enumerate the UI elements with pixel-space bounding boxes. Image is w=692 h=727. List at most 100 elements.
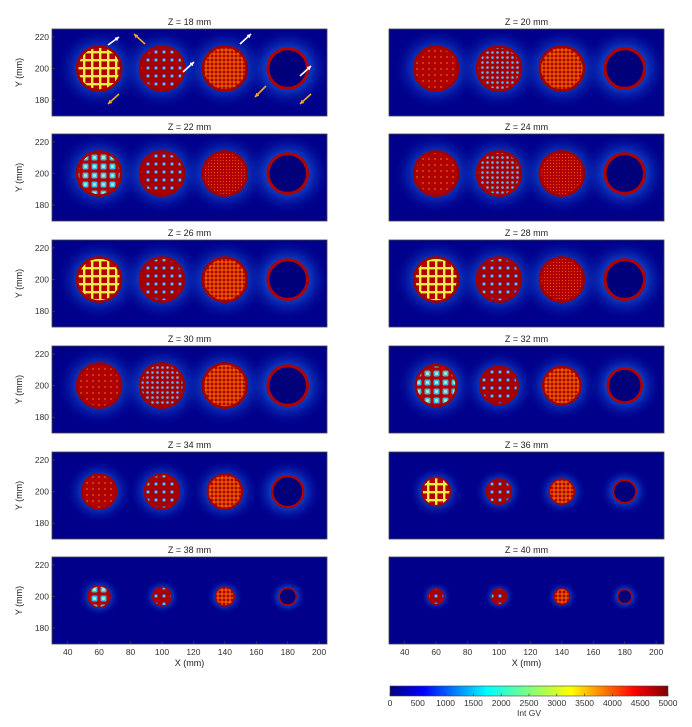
y-tick-label: 180 bbox=[35, 200, 49, 210]
sample-interior bbox=[266, 364, 309, 407]
x-tick-label: 100 bbox=[155, 647, 169, 657]
x-tick-label: 140 bbox=[555, 647, 569, 657]
panel-title: Z = 24 mm bbox=[505, 122, 548, 132]
y-tick-label: 220 bbox=[35, 243, 49, 253]
sample-ring bbox=[616, 588, 633, 605]
sample-wall bbox=[421, 476, 452, 507]
y-tick-label: 200 bbox=[35, 381, 49, 391]
panel-z-40: Z = 40 mm 40 60 80 100 120 140 160 180 200 X (mm) bbox=[388, 545, 665, 668]
sample-disk-holes-fine bbox=[140, 363, 184, 408]
sample-wall bbox=[427, 588, 445, 606]
colorbar-tick-label: 3500 bbox=[575, 698, 594, 708]
x-axis-label: X (mm) bbox=[512, 658, 542, 668]
panel-title: Z = 30 mm bbox=[168, 334, 211, 344]
sample-ring bbox=[266, 152, 310, 195]
sample-wall bbox=[541, 365, 582, 406]
x-tick-label: 120 bbox=[523, 647, 537, 657]
y-tick-label: 220 bbox=[35, 455, 49, 465]
sample-interior bbox=[612, 479, 637, 504]
sample-interior bbox=[266, 47, 309, 90]
y-tick-label: 220 bbox=[35, 560, 49, 570]
annotation-arrow bbox=[133, 33, 146, 45]
sample-wall bbox=[479, 365, 519, 406]
colorbar-tick-label: 4500 bbox=[631, 698, 650, 708]
sample-disk-holes-big bbox=[77, 151, 122, 196]
panel-title: Z = 34 mm bbox=[168, 440, 211, 450]
colorbar-tick-label: 5000 bbox=[659, 698, 678, 708]
axes-frame bbox=[388, 133, 665, 222]
sample-disk-solid bbox=[414, 46, 459, 91]
y-tick-label: 180 bbox=[35, 518, 49, 528]
sample-ring bbox=[603, 152, 647, 195]
y-tick-label: 220 bbox=[35, 137, 49, 147]
y-tick-label: 180 bbox=[35, 623, 49, 633]
sample-ring bbox=[612, 479, 637, 504]
sample-disk-grid-coarse bbox=[414, 257, 459, 302]
panel-title: Z = 18 mm bbox=[168, 17, 211, 27]
axes-frame bbox=[51, 239, 328, 328]
y-axis-label: Y (mm) bbox=[14, 163, 24, 192]
sample-disk-solid bbox=[414, 151, 459, 196]
sample-disk-holes-fine bbox=[477, 46, 521, 91]
x-tick-label: 180 bbox=[281, 647, 295, 657]
sample-disk-solid-fine bbox=[539, 257, 584, 302]
sample-ring bbox=[266, 258, 310, 301]
colorbar-label: Int GV bbox=[517, 708, 541, 718]
y-tick-label: 200 bbox=[35, 169, 49, 179]
sample-ring bbox=[270, 474, 305, 509]
sample-wall bbox=[414, 363, 458, 408]
sample-interior bbox=[278, 587, 297, 606]
axes-frame bbox=[388, 28, 665, 117]
x-tick-label: 100 bbox=[492, 647, 506, 657]
y-axis-label: Y (mm) bbox=[14, 481, 24, 510]
colorbar-tick-label: 500 bbox=[411, 698, 425, 708]
y-tick-label: 180 bbox=[35, 412, 49, 422]
axes-frame bbox=[388, 451, 665, 540]
sample-disk-holes bbox=[140, 151, 184, 196]
panel-z-30: Z = 30 mm 180 200 220 Y (mm) bbox=[14, 334, 328, 434]
sample-disk-grid-coarse bbox=[77, 257, 122, 302]
sample-interior bbox=[271, 474, 305, 509]
sample-ring bbox=[606, 367, 644, 404]
sample-disk-grid-fine bbox=[549, 478, 575, 505]
x-tick-label: 200 bbox=[312, 647, 326, 657]
sample-disk-holes bbox=[428, 588, 444, 605]
sample-interior bbox=[266, 152, 309, 195]
y-tick-label: 220 bbox=[35, 32, 49, 42]
x-tick-label: 160 bbox=[586, 647, 600, 657]
panel-title: Z = 32 mm bbox=[505, 334, 548, 344]
y-tick-label: 180 bbox=[35, 95, 49, 105]
sample-wall bbox=[214, 586, 235, 607]
sample-disk-holes bbox=[140, 46, 184, 91]
sample-disk-holes-big bbox=[88, 585, 111, 608]
sample-disk-grid-coarse bbox=[77, 46, 122, 91]
colorbar-tick-label: 2500 bbox=[520, 698, 539, 708]
sample-disk-grid-fine bbox=[215, 587, 235, 606]
sample-disk-grid-fine bbox=[554, 588, 570, 605]
sample-disk-holes bbox=[152, 587, 172, 606]
x-tick-label: 60 bbox=[94, 647, 104, 657]
sample-interior bbox=[266, 258, 309, 301]
sample-disk-holes bbox=[480, 366, 518, 405]
x-tick-label: 80 bbox=[126, 647, 136, 657]
sample-interior bbox=[603, 258, 646, 301]
sample-wall bbox=[143, 473, 181, 510]
sample-disk-grid-fine bbox=[202, 46, 247, 91]
y-tick-label: 220 bbox=[35, 349, 49, 359]
axes-frame bbox=[51, 451, 328, 540]
axes-frame bbox=[388, 556, 665, 645]
sample-disk-solid bbox=[77, 363, 122, 408]
annotation-arrow bbox=[239, 33, 252, 45]
x-tick-label: 140 bbox=[218, 647, 232, 657]
colorbar-tick-label: 2000 bbox=[492, 698, 511, 708]
sample-interior bbox=[617, 589, 633, 605]
axes-frame bbox=[51, 28, 328, 117]
axes-frame bbox=[388, 345, 665, 434]
panel-z-36: Z = 36 mm bbox=[388, 440, 665, 540]
annotation-arrow bbox=[299, 65, 312, 77]
sample-wall bbox=[548, 478, 576, 505]
panel-title: Z = 40 mm bbox=[505, 545, 548, 555]
sample-disk-grid-fine bbox=[202, 257, 247, 302]
sample-disk-holes bbox=[491, 588, 507, 605]
axes-frame bbox=[51, 556, 328, 645]
